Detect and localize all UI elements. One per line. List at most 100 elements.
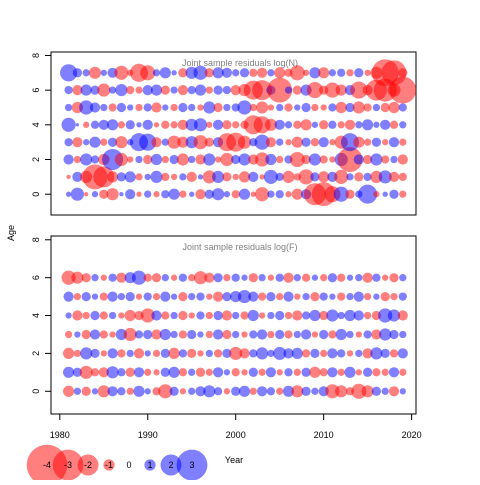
legend-label-0: 0 (126, 460, 131, 470)
bubble-bottom-age4-2009 (309, 309, 321, 322)
bubble-top-age6-1996 (194, 84, 207, 96)
bubble-bottom-age2-2016 (370, 347, 383, 360)
bubble-bottom-age3-2018 (389, 329, 399, 340)
bubble-top-age1-2003 (259, 174, 265, 180)
bubble-bottom-age1-1993 (168, 366, 180, 378)
y-tick-label-bottom-2: 2 (31, 351, 41, 356)
bubble-top-age2-1997 (203, 153, 216, 166)
bubble-bottom-age3-2002 (249, 330, 258, 339)
bubble-bottom-age4-2017 (378, 308, 393, 323)
bubble-top-age0-1985 (99, 189, 109, 199)
bubble-bottom-age1-2005 (276, 369, 283, 376)
bubble-top-age7-1984 (88, 66, 102, 79)
bubble-bottom-age3-1989 (134, 330, 144, 339)
bubble-top-age1-1990 (144, 173, 151, 181)
bubble-bottom-age1-2018 (388, 367, 400, 378)
bubble-bottom-age5-2017 (380, 291, 390, 302)
bubble-top-age4-1991 (153, 122, 160, 128)
bubble-bottom-age1-1991 (153, 369, 160, 376)
bubble-bottom-age6-2001 (241, 274, 248, 281)
bubble-top-age4-2008 (300, 119, 312, 131)
bubble-top-age2-1987 (114, 152, 128, 167)
bubble-bottom-age5-1981 (63, 291, 74, 302)
bubble-bottom-age4-2000 (232, 311, 240, 320)
bubble-bottom-age4-2010 (319, 310, 329, 321)
bubble-bottom-age1-2015 (362, 367, 373, 377)
bubble-bottom-age3-1984 (89, 329, 101, 340)
bubble-bottom-age1-2001 (241, 369, 248, 376)
bubble-top-age3-1993 (167, 135, 181, 149)
bubble-top-age4-2015 (362, 119, 374, 131)
bubble-bottom-age5-2009 (310, 291, 320, 302)
bubble-bottom-age1-2010 (319, 368, 328, 377)
bubble-top-age0-1984 (91, 191, 99, 198)
panel-bottom-title: Joint sample residuals log(F) (182, 242, 297, 252)
bubble-bottom-age1-1996 (195, 367, 206, 377)
y-tick-label-bottom-6: 6 (31, 275, 41, 280)
bubble-bottom-age4-1997 (205, 311, 213, 320)
bubble-bottom-age4-2006 (284, 311, 293, 320)
bubble-bottom-age1-2007 (293, 368, 301, 376)
bubble-bottom-age3-2013 (346, 330, 354, 339)
bubble-top-age2-1994 (176, 153, 189, 166)
bubble-top-age3-2013 (340, 133, 360, 152)
bubble-bottom-age2-2007 (291, 347, 303, 359)
bubble-bottom-age3-1995 (187, 329, 197, 340)
bubble-top-age5-1999 (223, 103, 231, 112)
bubble-bottom-age0-1981 (63, 385, 75, 397)
bubble-top-age2-1983 (80, 153, 93, 166)
bubble-bottom-age1-2011 (327, 367, 338, 378)
bubble-bottom-age1-1981 (63, 366, 75, 378)
bubble-bottom-age2-1985 (100, 350, 107, 357)
bubble-top-age1-2013 (346, 173, 354, 181)
bubble-bottom-age6-1981 (61, 270, 76, 285)
bubble-bottom-age0-1992 (158, 384, 173, 399)
bubble-bottom-age1-1992 (160, 367, 170, 377)
bubble-top-age3-2006 (285, 139, 292, 146)
bubble-bottom-age6-1990 (143, 273, 152, 282)
bubble-bottom-age0-2018 (388, 386, 400, 397)
bubble-bottom-age3-1986 (109, 331, 116, 338)
bubble-top-age2-1999 (220, 152, 234, 167)
bubble-bottom-age0-1983 (81, 386, 91, 396)
bubble-bottom-age1-2006 (284, 368, 293, 377)
bubble-top-age5-2018 (388, 101, 400, 114)
panel-bottom-bubbles (61, 270, 408, 399)
bubble-bottom-age6-1997 (204, 272, 215, 283)
bubble-top-age1-2001 (238, 171, 251, 183)
bubble-top-age6-1999 (222, 85, 232, 95)
bubble-bottom-age4-2005 (275, 310, 285, 321)
legend-label--2: -2 (84, 460, 92, 470)
y-tick-label-bottom-4: 4 (31, 313, 41, 318)
bubble-bottom-age3-2005 (275, 329, 285, 340)
bubble-bottom-age3-2019 (399, 330, 407, 339)
bubble-bottom-age6-2018 (389, 273, 399, 283)
bubble-bottom-age4-2019 (397, 310, 408, 321)
bubble-top-age4-1994 (177, 119, 189, 130)
bubble-top-age7-1997 (204, 68, 214, 78)
panel-bottom: Joint sample residuals log(F) 0 2 4 6 8 (31, 235, 417, 415)
bubble-bottom-age3-2004 (267, 330, 275, 339)
bubble-bottom-age5-1986 (107, 291, 118, 302)
bubble-top-age3-2001 (237, 135, 252, 149)
legend: -4 -3 -2 -1 0 1 2 3 (26, 444, 208, 485)
bubble-bottom-age2-1987 (117, 349, 126, 358)
bubble-top-age5-1996 (197, 104, 204, 111)
bubble-bottom-age5-1983 (81, 291, 91, 302)
bubble-bottom-age3-1991 (151, 329, 162, 340)
bubble-top-age1-2005 (275, 172, 284, 182)
bubble-top-age4-1982 (75, 123, 80, 127)
bubble-top-age6-1995 (187, 85, 196, 95)
bubble-bottom-age2-2000 (229, 346, 243, 360)
bubble-top-age0-1993 (168, 188, 180, 200)
legend-bubble--1 (103, 459, 115, 471)
bubble-top-age6-2006 (284, 86, 293, 94)
bubble-top-age3-1991 (151, 137, 162, 148)
bubble-top-age0-1995 (189, 191, 195, 197)
bubble-bottom-age6-1983 (81, 273, 91, 283)
bubble-bottom-age0-2003 (256, 386, 268, 397)
bubble-bottom-age4-1986 (108, 311, 117, 320)
bubble-bottom-age0-2009 (311, 387, 319, 395)
bubble-bottom-age0-2019 (399, 388, 406, 395)
bubble-bottom-age6-2009 (311, 274, 319, 281)
